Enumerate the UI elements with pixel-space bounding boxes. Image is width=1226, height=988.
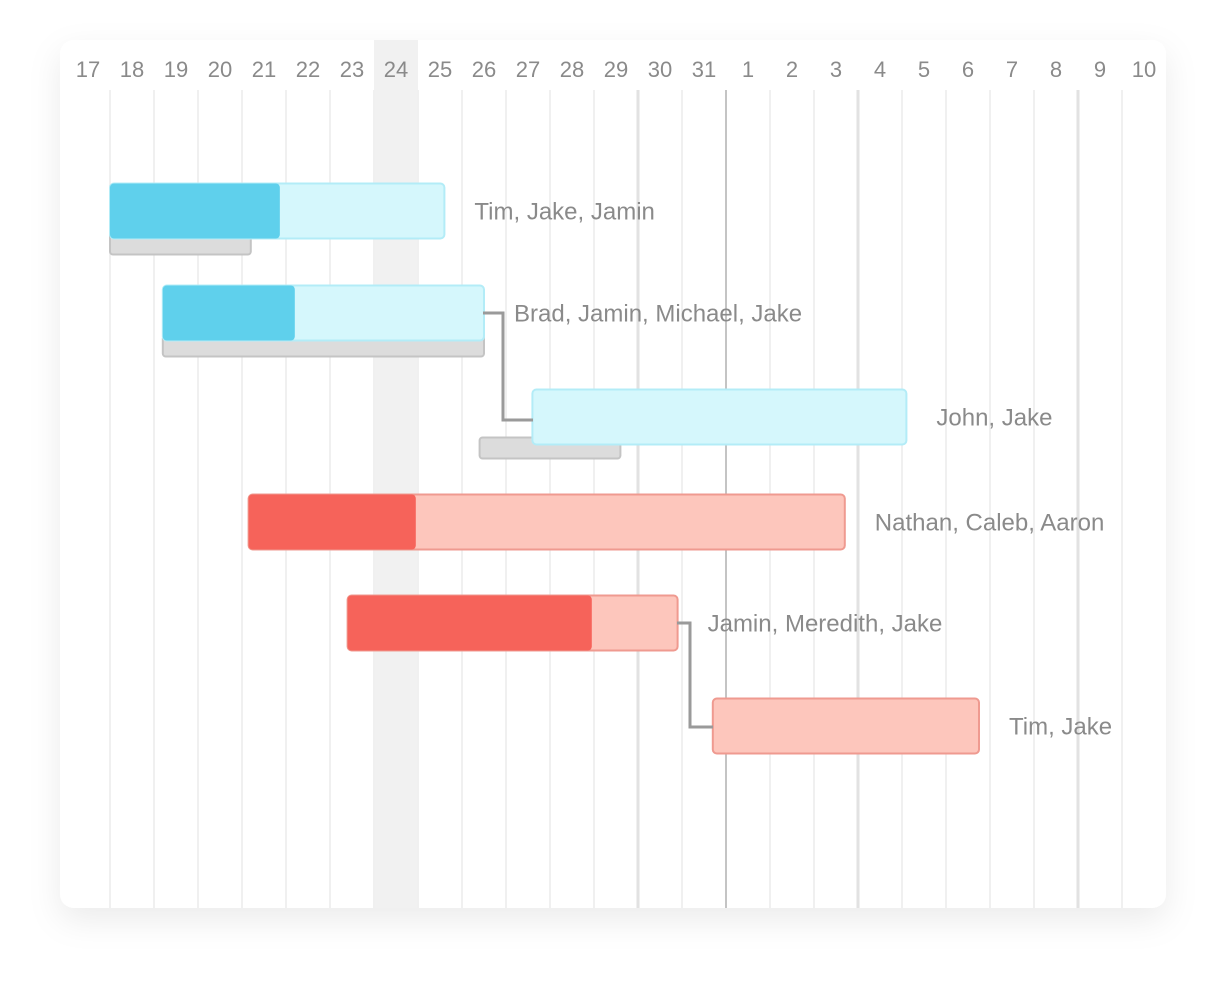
- task-label: John, Jake: [936, 404, 1052, 431]
- card: [60, 40, 1166, 908]
- day-label: 22: [296, 57, 320, 82]
- dependency: [677, 621, 713, 729]
- progress-bar: [162, 285, 295, 341]
- day-label: 6: [962, 57, 974, 82]
- bars: Tim, Jake, Jamin Brad, Jamin, Michael, Ja…: [109, 182, 1112, 755]
- task-label: Nathan, Caleb, Aaron: [875, 509, 1105, 536]
- day-label: 2: [786, 57, 798, 82]
- task-label: Brad, Jamin, Michael, Jake: [514, 300, 802, 327]
- day-label: 4: [874, 57, 886, 82]
- day-label: 10: [1132, 57, 1156, 82]
- day-label: 8: [1050, 57, 1062, 82]
- day-label: 30: [648, 57, 672, 82]
- highlight-column: [374, 40, 418, 908]
- day-label: 26: [472, 57, 496, 82]
- task-label: Tim, Jake, Jamin: [474, 198, 654, 225]
- day-label: 1: [742, 57, 754, 82]
- day-label: 25: [428, 57, 452, 82]
- day-label: 3: [830, 57, 842, 82]
- day-label: 18: [120, 57, 144, 82]
- day-label: 5: [918, 57, 930, 82]
- day-label: 7: [1006, 57, 1018, 82]
- day-label: 23: [340, 57, 364, 82]
- day-label: 17: [76, 57, 100, 82]
- task-label: Jamin, Meredith, Jake: [708, 610, 943, 637]
- progress-bar: [248, 494, 416, 550]
- day-label: 24: [384, 57, 408, 82]
- progress-bar: [110, 183, 280, 239]
- task-label: Tim, Jake: [1009, 713, 1112, 740]
- day-label: 21: [252, 57, 276, 82]
- progress-bar: [347, 595, 592, 651]
- day-label: 19: [164, 57, 188, 82]
- task-bar: [711, 697, 980, 755]
- task-bar: [531, 388, 908, 446]
- day-label: 29: [604, 57, 628, 82]
- day-label: 9: [1094, 57, 1106, 82]
- day-label: 20: [208, 57, 232, 82]
- dependency: [483, 311, 533, 422]
- day-label: 28: [560, 57, 584, 82]
- day-label: 27: [516, 57, 540, 82]
- day-label: 31: [692, 57, 716, 82]
